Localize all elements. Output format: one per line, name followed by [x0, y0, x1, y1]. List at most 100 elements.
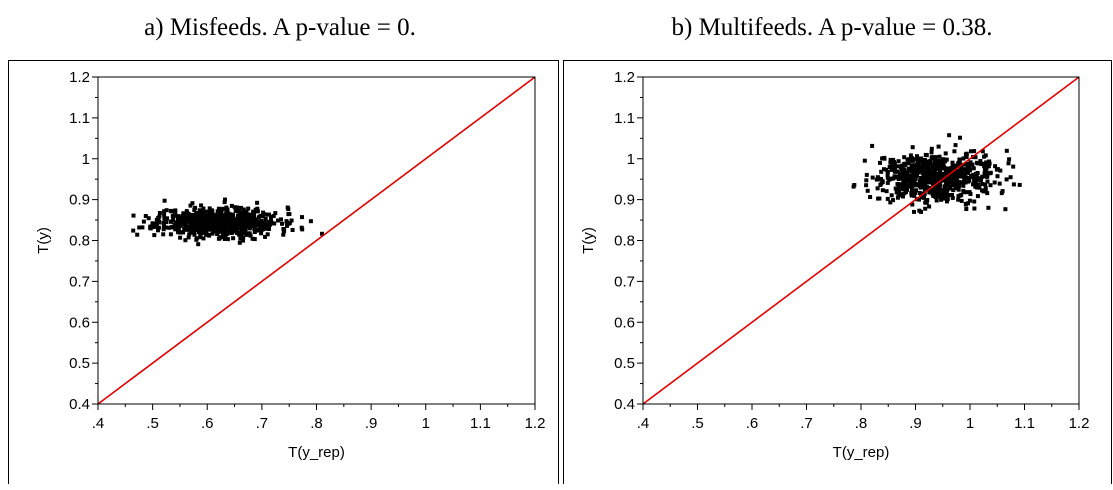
scatter-point	[962, 180, 967, 185]
scatter-point	[255, 219, 260, 224]
scatter-point	[224, 211, 229, 216]
scatter-point	[937, 154, 942, 159]
scatter-point	[877, 196, 882, 201]
x-tick-label: .4	[637, 415, 650, 432]
scatter-point	[183, 223, 188, 228]
scatter-point	[300, 215, 304, 220]
x-tick-label: .5	[691, 415, 704, 432]
scatter-point	[176, 222, 181, 227]
scatter-point	[894, 190, 899, 195]
scatter-point	[903, 182, 908, 187]
scatter-point	[983, 182, 988, 187]
scatter-point	[936, 187, 941, 192]
y-tick-label: 1.1	[614, 110, 635, 127]
scatter-point	[896, 164, 901, 169]
scatter-point	[223, 233, 228, 238]
scatter-point	[936, 162, 941, 167]
scatter-point	[131, 228, 136, 233]
scatter-point	[192, 208, 197, 213]
scatter-point	[188, 219, 193, 224]
scatter-point	[878, 182, 883, 187]
scatter-point	[880, 188, 885, 193]
scatter-point	[967, 190, 972, 195]
scatter-point	[255, 222, 260, 227]
scatter-point	[263, 234, 267, 239]
scatter-point	[945, 175, 950, 180]
scatter-point	[135, 232, 140, 237]
scatter-point	[258, 219, 263, 224]
x-tick-label: 1.1	[470, 415, 491, 432]
scatter-point	[959, 164, 964, 169]
scatter-point	[968, 160, 973, 165]
scatter-point	[242, 224, 247, 229]
scatter-point	[928, 174, 932, 179]
scatter-point	[260, 227, 265, 232]
scatter-point	[900, 186, 905, 191]
scatter-point	[909, 169, 914, 174]
scatter-point	[162, 209, 167, 214]
y-tick-label: 1	[627, 151, 635, 168]
scatter-point	[207, 224, 212, 229]
scatter-point	[220, 232, 225, 237]
y-tick-label: 0.7	[69, 273, 90, 290]
scatter-point	[963, 172, 968, 176]
scatter-point	[914, 183, 919, 188]
scatter-point	[198, 232, 203, 237]
scatter-point	[870, 143, 875, 148]
scatter-point	[223, 197, 227, 202]
scatter-point	[892, 165, 897, 170]
scatter-point	[181, 215, 186, 220]
scatter-point	[904, 177, 909, 181]
scatter-point	[240, 214, 244, 219]
scatter-point	[906, 174, 911, 179]
scatter-point	[237, 209, 242, 214]
scatter-point	[250, 214, 254, 219]
scatter-point	[919, 178, 924, 183]
scatter-point	[156, 228, 160, 233]
scatter-point	[286, 207, 291, 212]
scatter-point	[244, 209, 249, 214]
scatter-point	[254, 228, 259, 233]
scatter-point	[1008, 175, 1013, 180]
x-tick-label: .6	[201, 415, 214, 432]
scatter-point	[963, 167, 968, 172]
scatter-point	[956, 194, 961, 199]
scatter-point	[903, 163, 908, 168]
scatter-point	[161, 232, 166, 237]
scatter-point	[895, 195, 900, 200]
scatter-point	[290, 228, 295, 232]
scatter-point	[253, 223, 257, 228]
scatter-point	[208, 213, 213, 218]
scatter-point	[931, 170, 936, 175]
scatter-point	[188, 203, 193, 208]
scatter-point	[902, 167, 907, 172]
scatter-point	[181, 220, 186, 225]
scatter-point	[154, 224, 159, 229]
scatter-point	[213, 215, 218, 220]
scatter-point	[953, 143, 958, 148]
scatter-point	[963, 152, 968, 157]
scatter-point	[889, 193, 894, 198]
scatter-point	[251, 209, 256, 214]
scatter-point	[918, 168, 923, 172]
scatter-point	[184, 226, 189, 231]
scatter-point	[286, 212, 291, 217]
scatter-point	[950, 195, 955, 200]
scatter-point	[984, 166, 989, 171]
scatter-point	[893, 186, 898, 191]
scatter-point	[266, 220, 271, 224]
scatter-point	[960, 174, 965, 179]
scatter-point	[233, 218, 238, 223]
scatter-point	[190, 201, 195, 206]
reference-line-y-equals-x	[97, 76, 536, 405]
scatter-point	[930, 164, 935, 168]
scatter-point	[219, 224, 224, 228]
scatter-point	[917, 182, 922, 187]
chart-a-caption: a) Misfeeds. A p-value = 0.	[144, 14, 416, 41]
scatter-point	[169, 225, 174, 230]
scatter-point	[917, 208, 922, 213]
scatter-point	[252, 237, 257, 242]
scatter-point	[995, 167, 1000, 172]
scatter-point	[943, 186, 948, 191]
scatter-point	[1004, 148, 1009, 153]
